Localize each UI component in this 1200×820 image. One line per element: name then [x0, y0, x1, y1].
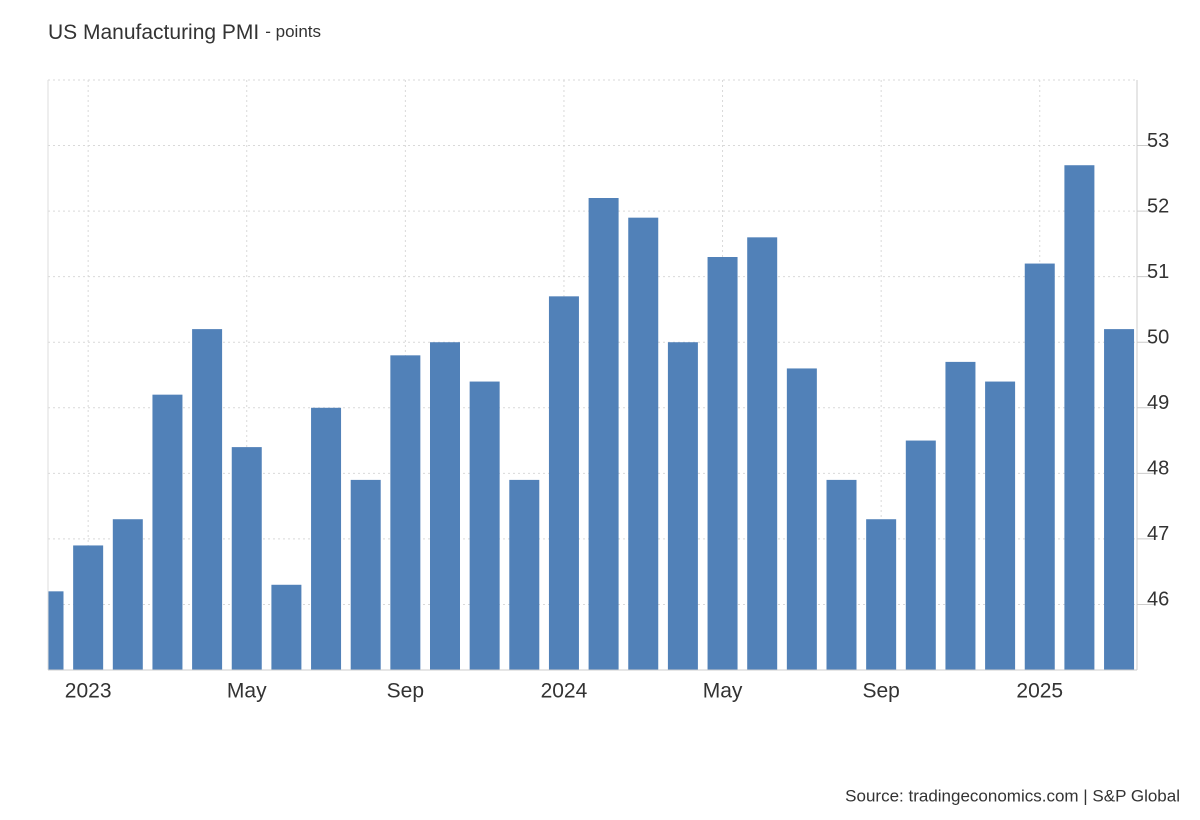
subtitle: - points	[265, 22, 321, 41]
bar	[73, 545, 104, 670]
x-tick-label: May	[703, 680, 743, 703]
bar	[48, 591, 64, 670]
bar	[152, 394, 183, 670]
bar	[469, 381, 500, 670]
bar	[707, 257, 738, 670]
bar	[1064, 165, 1095, 670]
chart-title: US Manufacturing PMI - points	[48, 21, 321, 44]
bar	[628, 217, 659, 670]
y-tick-label: 50	[1147, 327, 1169, 349]
bar	[747, 237, 778, 671]
bar	[192, 329, 223, 670]
y-tick-label: 48	[1147, 458, 1169, 480]
y-tick-label: 47	[1147, 523, 1169, 545]
bar	[985, 381, 1016, 670]
bar	[509, 479, 540, 670]
x-tick-label: Sep	[387, 680, 424, 703]
bar	[271, 584, 302, 670]
y-tick-label: 49	[1147, 392, 1169, 414]
bar	[548, 296, 579, 670]
bar	[350, 479, 381, 670]
y-tick-label: 46	[1147, 589, 1169, 611]
y-tick-label: 52	[1147, 195, 1169, 217]
bar	[866, 519, 897, 670]
y-tick-label: 51	[1147, 261, 1169, 283]
source: Source: tradingeconomics.com | S&P Globa…	[845, 786, 1180, 805]
bar	[430, 342, 460, 670]
bar	[826, 479, 857, 670]
x-tick-label: May	[227, 680, 267, 703]
bar	[1024, 263, 1055, 670]
bar	[1104, 329, 1135, 670]
bar	[667, 342, 698, 670]
x-tick-label: 2023	[65, 680, 112, 703]
bar	[588, 198, 619, 670]
bar	[786, 368, 817, 670]
x-tick-label: 2024	[541, 680, 588, 703]
bar	[945, 361, 976, 670]
x-tick-label: Sep	[862, 680, 899, 703]
bars	[48, 165, 1135, 671]
bar	[311, 407, 342, 670]
bar	[112, 519, 143, 670]
bar	[231, 447, 262, 670]
title: US Manufacturing PMI	[48, 21, 259, 44]
x-tick-label: 2025	[1016, 680, 1063, 703]
bar	[905, 440, 936, 670]
bar	[390, 355, 421, 670]
y-tick-label: 53	[1147, 130, 1169, 152]
